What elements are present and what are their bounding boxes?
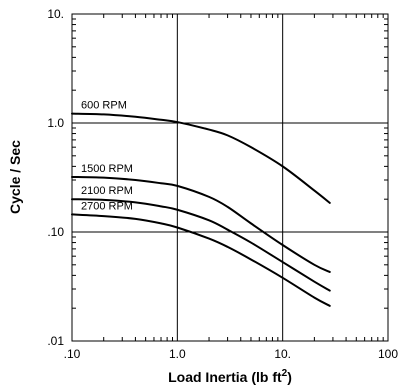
- x-axis-label: Load Inertia (lb ft2): [168, 368, 292, 385]
- y-tick-label: 10.: [47, 7, 64, 21]
- y-tick-label: .10: [47, 225, 64, 239]
- curve: [71, 175, 331, 273]
- x-tick-label: 100: [378, 347, 398, 361]
- x-axis-label-superscript: 2: [282, 368, 288, 379]
- x-tick-label: 10.: [274, 347, 291, 361]
- x-tick-label: 1.0: [169, 347, 186, 361]
- curve-label: 600 RPM: [81, 100, 127, 112]
- x-axis-label-close: ): [287, 369, 292, 385]
- x-tick-labels: .10 1.0 10. 100: [64, 347, 399, 361]
- curve-label: 1500 RPM: [81, 163, 133, 175]
- y-tick-label: 1.0: [47, 116, 64, 130]
- minor-ticks: [72, 14, 388, 341]
- x-axis-label-main: Load Inertia (lb ft: [168, 369, 282, 385]
- y-tick-label: .01: [47, 334, 64, 348]
- y-tick-labels: .01 .10 1.0 10.: [47, 7, 64, 348]
- curve-label: 2700 RPM: [81, 200, 133, 212]
- y-axis-label: Cycle / Sec: [7, 140, 23, 214]
- curve-label: 2100 RPM: [81, 185, 133, 197]
- curves: [71, 112, 331, 307]
- curve: [71, 213, 331, 307]
- x-tick-label: .10: [64, 347, 81, 361]
- curve: [71, 112, 331, 204]
- curve: [71, 198, 331, 292]
- curve-labels: 600 RPM 1500 RPM 2100 RPM 2700 RPM: [81, 100, 133, 213]
